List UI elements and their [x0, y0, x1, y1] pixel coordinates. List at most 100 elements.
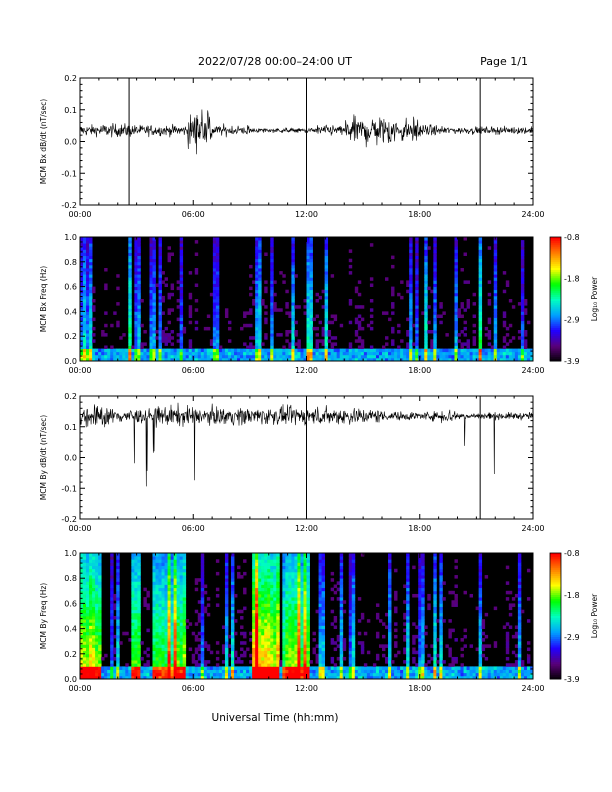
heatmap-cell [255, 323, 259, 328]
heatmap-cell [270, 650, 274, 655]
heatmap-cell [158, 571, 162, 576]
x-tick-label: 12:00 [295, 210, 318, 219]
heatmap-cell [86, 578, 90, 582]
heatmap-cell [89, 556, 93, 560]
heatmap-cell [306, 616, 310, 620]
heatmap-cell [152, 675, 156, 680]
heatmap-cell [182, 634, 187, 639]
heatmap-cell [276, 354, 280, 359]
heatmap-cell [179, 299, 184, 303]
heatmap-cell [285, 656, 289, 661]
heatmap-cell [95, 581, 99, 585]
heatmap-cell [439, 314, 443, 318]
heatmap-cell [285, 302, 289, 306]
heatmap-cell [164, 584, 168, 589]
heatmap-cell [478, 320, 483, 325]
heatmap-cell [155, 590, 159, 595]
heatmap-cell [104, 323, 108, 328]
heatmap-cell [318, 641, 322, 645]
heatmap-cell [194, 634, 199, 639]
heatmap-cell [98, 663, 102, 667]
heatmap-cell [318, 656, 322, 661]
heatmap-cell [176, 587, 181, 592]
heatmap-cell [95, 556, 99, 560]
heatmap-cell [348, 590, 353, 595]
heatmap-cell [155, 575, 159, 579]
heatmap-cell [282, 647, 286, 652]
heatmap-cell [137, 631, 141, 636]
heatmap-cell [339, 578, 344, 582]
heatmap-cell [203, 606, 208, 611]
heatmap-cell [388, 647, 392, 652]
heatmap-cell [258, 323, 262, 328]
heatmap-cell [270, 342, 274, 346]
heatmap-cell [158, 289, 162, 294]
heatmap-cell [98, 357, 102, 362]
heatmap-cell [107, 669, 111, 674]
heatmap-cell [412, 323, 416, 328]
heatmap-cell [249, 348, 253, 353]
heatmap-cell [231, 606, 235, 611]
heatmap-cell [520, 348, 525, 353]
heatmap-cell [167, 565, 171, 570]
heatmap-cell [218, 348, 223, 353]
heatmap-cell [231, 625, 235, 629]
heatmap-cell [155, 330, 159, 334]
heatmap-cell [176, 669, 181, 674]
heatmap-cell [258, 314, 262, 318]
heatmap-cell [92, 650, 96, 655]
heatmap-cell [240, 616, 244, 620]
heatmap-cell [318, 351, 322, 356]
heatmap-cell [258, 556, 262, 560]
colorbar-swatch [550, 251, 561, 255]
heatmap-cell [285, 553, 289, 557]
heatmap-cell [149, 246, 153, 250]
heatmap-cell [466, 348, 470, 353]
heatmap-cell [412, 357, 416, 362]
heatmap-cell [200, 612, 205, 617]
heatmap-cell [80, 578, 84, 582]
heatmap-cell [463, 357, 467, 362]
heatmap-cell [300, 631, 304, 636]
heatmap-cell [282, 559, 286, 563]
heatmap-cell [330, 571, 335, 576]
heatmap-cell [372, 351, 377, 356]
heatmap-cell [339, 634, 344, 639]
heatmap-cell [391, 326, 395, 331]
heatmap-cell [300, 354, 304, 359]
heatmap-cell [203, 357, 208, 362]
heatmap-cell [291, 597, 295, 601]
heatmap-cell [457, 333, 461, 337]
heatmap-cell [270, 578, 274, 582]
heatmap-cell [86, 255, 90, 260]
heatmap-cell [397, 354, 401, 359]
heatmap-cell [466, 305, 470, 309]
heatmap-cell [137, 289, 141, 294]
heatmap-cell [282, 669, 286, 674]
heatmap-cell [101, 348, 105, 353]
heatmap-cell [270, 571, 274, 576]
heatmap-cell [83, 323, 87, 328]
heatmap-cell [185, 619, 190, 623]
heatmap-cell [273, 587, 277, 592]
heatmap-cell [487, 348, 492, 353]
heatmap-cell [161, 578, 165, 582]
heatmap-cell [249, 292, 253, 297]
colorbar-swatch [550, 317, 561, 321]
heatmap-cell [487, 336, 492, 340]
heatmap-cell [306, 675, 310, 680]
heatmap-cell [433, 252, 437, 256]
heatmap-cell [158, 336, 162, 340]
heatmap-cell [86, 283, 90, 287]
heatmap-cell [125, 675, 129, 680]
heatmap-cell [418, 644, 422, 648]
heatmap-cell [406, 590, 410, 595]
heatmap-cell [158, 330, 162, 334]
heatmap-cell [158, 616, 162, 620]
heatmap-cell [291, 252, 295, 256]
heatmap-cell [270, 326, 274, 331]
heatmap-cell [212, 345, 217, 349]
heatmap-cell [270, 311, 274, 315]
heatmap-cell [134, 628, 138, 633]
heatmap-cell [291, 317, 295, 322]
